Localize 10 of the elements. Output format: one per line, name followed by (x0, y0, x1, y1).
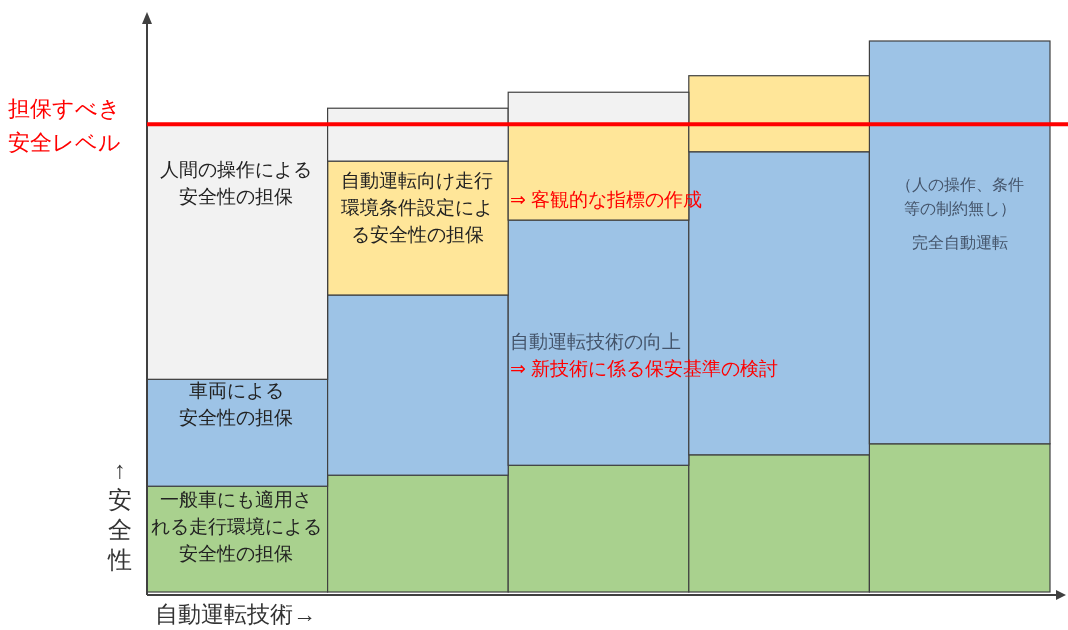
annotation: 完全自動運転 (912, 234, 1008, 251)
annotation: 人間の操作による安全性の担保 (160, 159, 312, 207)
annotation: 車両による安全性の担保 (179, 380, 293, 428)
annotation: 自動運転技術の向上 (510, 331, 681, 352)
ref-line-label: 担保すべき安全レベル (8, 96, 121, 156)
annotation: 自動運転向け走行環境条件設定による安全性の担保 (341, 170, 493, 245)
annotation: 一般車にも適用される走行環境による安全性の担保 (150, 489, 322, 564)
x-axis-title: 自動運転技術→ (155, 601, 316, 627)
y-axis-title: ↑安全性 (107, 456, 132, 573)
annotation: （人の操作、条件等の制約無し） (896, 176, 1024, 217)
